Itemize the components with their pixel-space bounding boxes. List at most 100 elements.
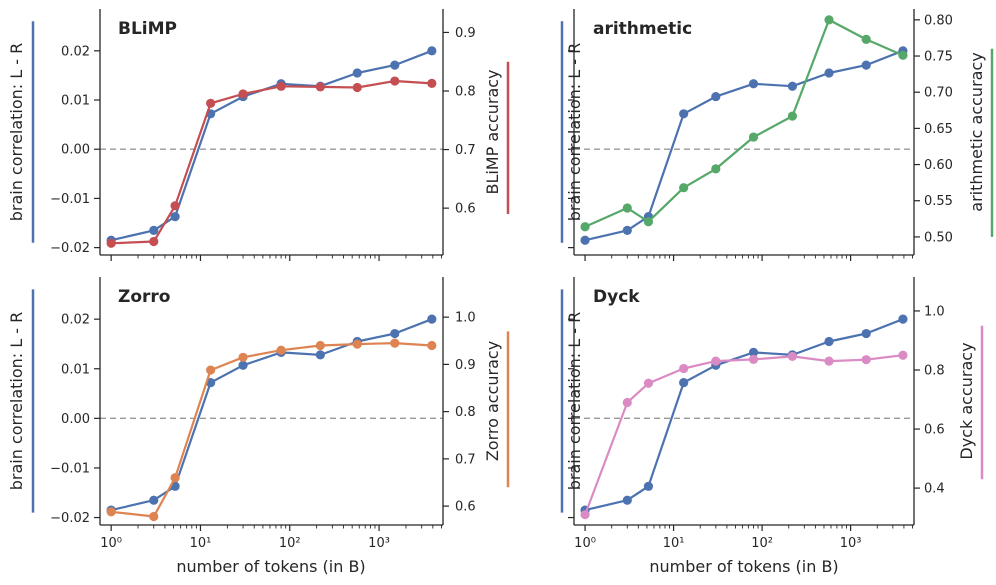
data-point-accuracy — [622, 203, 632, 213]
data-point-brain — [390, 60, 400, 70]
series-line-accuracy — [111, 342, 432, 518]
left-tick-label: 0.01 — [61, 362, 90, 377]
right-tick-label: 1.0 — [455, 311, 476, 326]
data-point-brain — [622, 495, 632, 505]
data-point-accuracy — [643, 378, 654, 388]
data-point-brain — [580, 235, 590, 245]
data-point-accuracy — [824, 356, 834, 366]
right-tick-label: 0.8 — [455, 85, 476, 100]
data-point-brain — [824, 68, 834, 78]
right-tick-label: 0.55 — [924, 194, 953, 209]
right-tick-label: 0.6 — [455, 500, 476, 515]
data-point-accuracy — [352, 82, 362, 93]
x-tick-label: 10⁰ — [574, 536, 596, 551]
data-point-accuracy — [206, 365, 216, 375]
series-line-accuracy — [111, 79, 432, 245]
right-axis-label: Zorro accuracy — [483, 341, 502, 461]
panel-title: Dyck — [593, 287, 640, 307]
data-point-accuracy — [390, 338, 400, 348]
x-tick-label: 10⁰ — [100, 536, 122, 551]
x-tick-label: 10² — [279, 536, 301, 551]
right-tick-label: 0.75 — [924, 50, 953, 65]
data-point-brain — [170, 212, 180, 222]
data-point-brain — [748, 347, 759, 357]
data-point-accuracy — [427, 78, 437, 88]
data-point-accuracy — [580, 510, 590, 520]
right-tick-label: 0.9 — [455, 26, 476, 41]
right-axis-label: Dyck accuracy — [957, 342, 976, 459]
data-point-accuracy — [711, 356, 721, 366]
series-line-brain — [110, 49, 433, 242]
data-point-accuracy — [238, 89, 248, 99]
data-point-accuracy — [748, 354, 759, 364]
data-point-accuracy — [352, 339, 362, 349]
data-point-accuracy — [643, 217, 654, 227]
right-axis-label: BLiMP accuracy — [483, 69, 502, 194]
data-point-accuracy — [898, 50, 908, 60]
data-point-brain — [352, 68, 362, 78]
data-point-brain — [149, 495, 159, 505]
data-point-accuracy — [276, 81, 286, 91]
data-point-accuracy — [787, 351, 798, 362]
data-point-accuracy — [106, 238, 116, 248]
data-point-brain — [861, 328, 871, 339]
left-axis-label: brain correlation: L - R — [565, 312, 584, 491]
data-point-brain — [427, 314, 437, 324]
right-tick-label: 0.7 — [455, 143, 476, 158]
data-point-accuracy — [898, 350, 908, 360]
right-tick-label: 0.65 — [924, 122, 953, 137]
left-tick-label: 0.00 — [61, 412, 90, 427]
data-point-brain — [238, 360, 248, 370]
data-point-accuracy — [580, 222, 590, 232]
data-point-brain — [787, 81, 798, 91]
x-tick-label: 10³ — [368, 536, 390, 551]
data-point-brain — [149, 225, 159, 235]
right-tick-label: 0.70 — [924, 86, 953, 101]
data-point-brain — [711, 91, 721, 102]
left-axis-label: brain correlation: L - R — [565, 43, 584, 222]
data-point-brain — [643, 481, 654, 491]
series-line-brain — [584, 49, 904, 242]
data-point-accuracy — [170, 473, 180, 483]
data-point-accuracy — [787, 111, 798, 121]
data-point-brain — [748, 79, 759, 89]
data-point-accuracy — [170, 201, 180, 211]
series-line-brain — [584, 318, 904, 512]
right-tick-label: 0.8 — [924, 364, 945, 379]
x-axis-label: number of tokens (in B) — [649, 557, 838, 576]
data-point-accuracy — [206, 98, 216, 108]
data-point-accuracy — [622, 397, 632, 408]
data-point-accuracy — [149, 236, 159, 247]
left-tick-label: −0.02 — [50, 511, 90, 526]
left-axis-label: brain correlation: L - R — [7, 312, 26, 491]
panel-title: Zorro — [118, 287, 170, 307]
data-point-accuracy — [106, 507, 116, 517]
left-tick-label: −0.01 — [50, 192, 90, 207]
data-point-brain — [390, 328, 400, 339]
left-tick-label: 0.02 — [61, 44, 90, 59]
right-tick-label: 0.60 — [924, 158, 953, 173]
right-tick-label: 0.80 — [924, 13, 953, 28]
right-tick-label: 0.6 — [455, 202, 476, 217]
data-point-brain — [315, 350, 325, 360]
right-tick-label: 0.7 — [455, 452, 476, 467]
data-point-brain — [679, 378, 689, 388]
data-point-accuracy — [427, 340, 437, 351]
left-tick-label: −0.02 — [50, 241, 90, 256]
x-tick-label: 10¹ — [190, 536, 212, 551]
data-point-accuracy — [711, 164, 721, 174]
data-point-accuracy — [315, 82, 325, 92]
left-tick-label: 0.02 — [61, 313, 90, 328]
right-tick-label: 0.50 — [924, 230, 953, 245]
data-point-brain — [898, 314, 908, 324]
data-point-brain — [824, 336, 834, 347]
data-point-brain — [679, 109, 689, 119]
right-tick-label: 1.0 — [924, 304, 945, 319]
x-tick-label: 10² — [751, 536, 773, 551]
left-tick-label: 0.01 — [61, 94, 90, 109]
data-point-accuracy — [238, 352, 248, 362]
data-point-accuracy — [679, 183, 689, 193]
right-tick-label: 0.4 — [924, 482, 945, 497]
panel-title: arithmetic — [593, 19, 692, 39]
